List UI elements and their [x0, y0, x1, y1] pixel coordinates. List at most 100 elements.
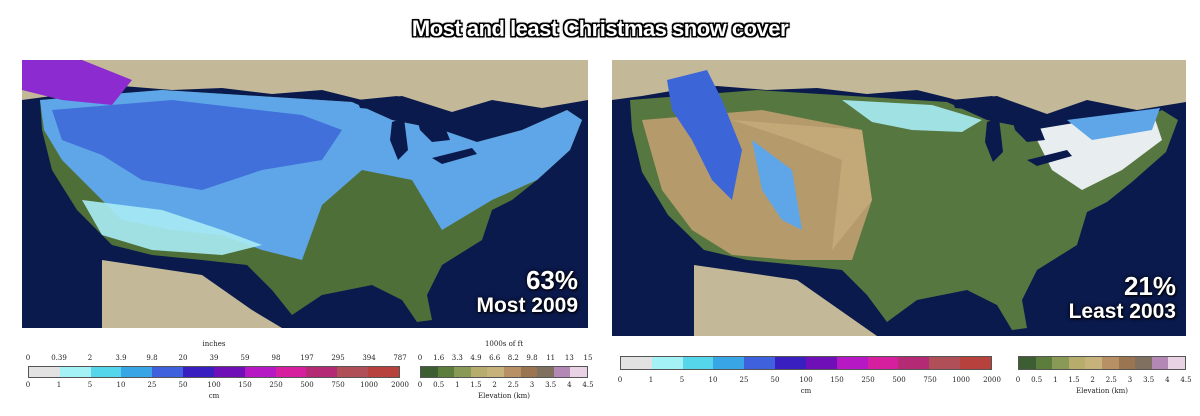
legend-tick-label: 4.9 [470, 354, 482, 362]
legend-swatch [1085, 357, 1102, 369]
legend-tick-label: 13 [564, 354, 574, 362]
legend-swatch [682, 357, 714, 369]
feet-unit-label: 1000s of ft [484, 340, 524, 348]
legend-tick-label: 787 [393, 354, 407, 362]
legend-tick-label: 0 [25, 381, 31, 389]
legend-swatch [1101, 357, 1119, 369]
km-unit-label: Elevation (km) [478, 392, 530, 400]
snow-cover-year-label: Most 2009 [476, 294, 578, 317]
lake-michigan [390, 118, 408, 160]
legend-tick-label: 3 [1127, 376, 1133, 384]
legend-swatch [1052, 357, 1069, 369]
lake-erie [432, 148, 477, 164]
cm-ticks: 0 1 5 10 25 50 100 150 250 500 750 1000 2000 [617, 376, 1001, 386]
legend-tick-label: 59 [240, 354, 250, 362]
legend-tick-label: 3.3 [451, 354, 463, 362]
legend-swatch [1151, 357, 1169, 369]
lake-erie [1027, 150, 1072, 166]
legend-swatch [454, 367, 471, 377]
legend-swatch [421, 367, 438, 377]
mexico-land [694, 265, 877, 336]
legend-swatch [29, 367, 60, 377]
legend-swatch [1135, 357, 1152, 369]
lake-huron [417, 118, 450, 142]
legend-swatch [337, 367, 369, 377]
legend-tick-label: 4.5 [1180, 376, 1192, 384]
legend-tick-label: 8.2 [507, 354, 519, 362]
legend-tick-label: 0 [25, 354, 31, 362]
legend-tick-label: 9.8 [146, 354, 158, 362]
legend-tick-label: 25 [147, 381, 157, 389]
legend-swatch [487, 367, 504, 377]
legend-swatch [152, 367, 184, 377]
elevation-legend-right: 0 0.5 1 1.5 2 2.5 3 3.5 4 4.5 Elevation (km) [1015, 356, 1192, 400]
legend-swatch [1019, 357, 1036, 369]
legend-tick-label: 2000 [391, 381, 409, 389]
legend-swatch [1168, 357, 1185, 369]
legend-tick-label: 1000 [952, 376, 970, 384]
legend-tick-label: 0 [417, 354, 423, 362]
legend-swatch [929, 357, 961, 369]
legend-tick-label: 4.5 [582, 381, 594, 389]
plateau-elevation-area [732, 120, 872, 250]
lake-superior [357, 96, 417, 110]
legend-tick-label: 100 [207, 381, 221, 389]
legend-swatch [713, 357, 745, 369]
legend-tick-label: 3.5 [545, 381, 557, 389]
legend-tick-label: 150 [238, 381, 252, 389]
legend-tick-label: 0.5 [433, 381, 445, 389]
inches-unit-label: inches [202, 340, 226, 348]
legend-swatch [437, 367, 455, 377]
legend-swatch [1068, 357, 1086, 369]
snow-map-2009: 63% Most 2009 [22, 60, 588, 328]
legend-tick-label: 10 [708, 376, 718, 384]
legend-tick-label: 0 [617, 376, 623, 384]
legend-tick-label: 150 [830, 376, 844, 384]
legend-swatch [520, 367, 538, 377]
snow-cover-percent: 63% [525, 265, 578, 295]
legend-tick-label: 750 [923, 376, 937, 384]
legend-tick-label: 5 [679, 376, 685, 384]
legend-tick-label: 100 [799, 376, 813, 384]
legend-tick-label: 11 [546, 354, 556, 362]
elevation-color-bar [1018, 356, 1186, 370]
legend-tick-label: 50 [178, 381, 188, 389]
lake-huron [1012, 118, 1045, 142]
legend-swatch [275, 367, 307, 377]
legend-tick-label: 2 [1090, 376, 1095, 384]
snow-depth-legend-right: 0 1 5 10 25 50 100 150 250 500 750 1000 2000 cm [617, 356, 1001, 400]
cm-unit-label: cm [800, 387, 812, 395]
legend-swatch [503, 367, 521, 377]
legend-swatch [90, 367, 122, 377]
legend-swatch [470, 367, 488, 377]
legend-swatch [744, 357, 776, 369]
legend-tick-label: 0.5 [1031, 376, 1043, 384]
legend-swatch [59, 367, 91, 377]
legend-swatch [651, 357, 683, 369]
legend-swatch [213, 367, 245, 377]
legend-tick-label: 2000 [983, 376, 1001, 384]
snow-cover-percent: 21% [1123, 271, 1176, 301]
northern-snow-area [842, 100, 982, 132]
legend-tick-label: 1.6 [433, 354, 445, 362]
legend-tick-label: 2 [87, 354, 93, 362]
legend-swatch [553, 367, 571, 377]
legend-tick-label: 20 [178, 354, 188, 362]
legend-tick-label: 3 [529, 381, 535, 389]
km-ticks: 0 0.5 1 1.5 2 2.5 3 3.5 4 4.5 [1015, 376, 1192, 386]
legend-tick-label: 500 [892, 376, 906, 384]
legend-swatch [805, 357, 837, 369]
legend-tick-label: 0 [1015, 376, 1021, 384]
legend-tick-label: 0 [417, 381, 423, 389]
canada-land [612, 60, 1186, 114]
feet-ticks: 0 1.6 3.3 4.9 6.6 8.2 9.8 11 13 15 [417, 354, 593, 364]
legend-tick-label: 394 [362, 354, 376, 362]
cm-unit-label: cm [208, 392, 220, 400]
legend-swatch [368, 367, 399, 377]
legend-tick-label: 4 [567, 381, 572, 389]
legend-swatch [306, 367, 338, 377]
legend-tick-label: 750 [331, 381, 345, 389]
legend-swatch [867, 357, 899, 369]
legend-tick-label: 2 [492, 381, 497, 389]
